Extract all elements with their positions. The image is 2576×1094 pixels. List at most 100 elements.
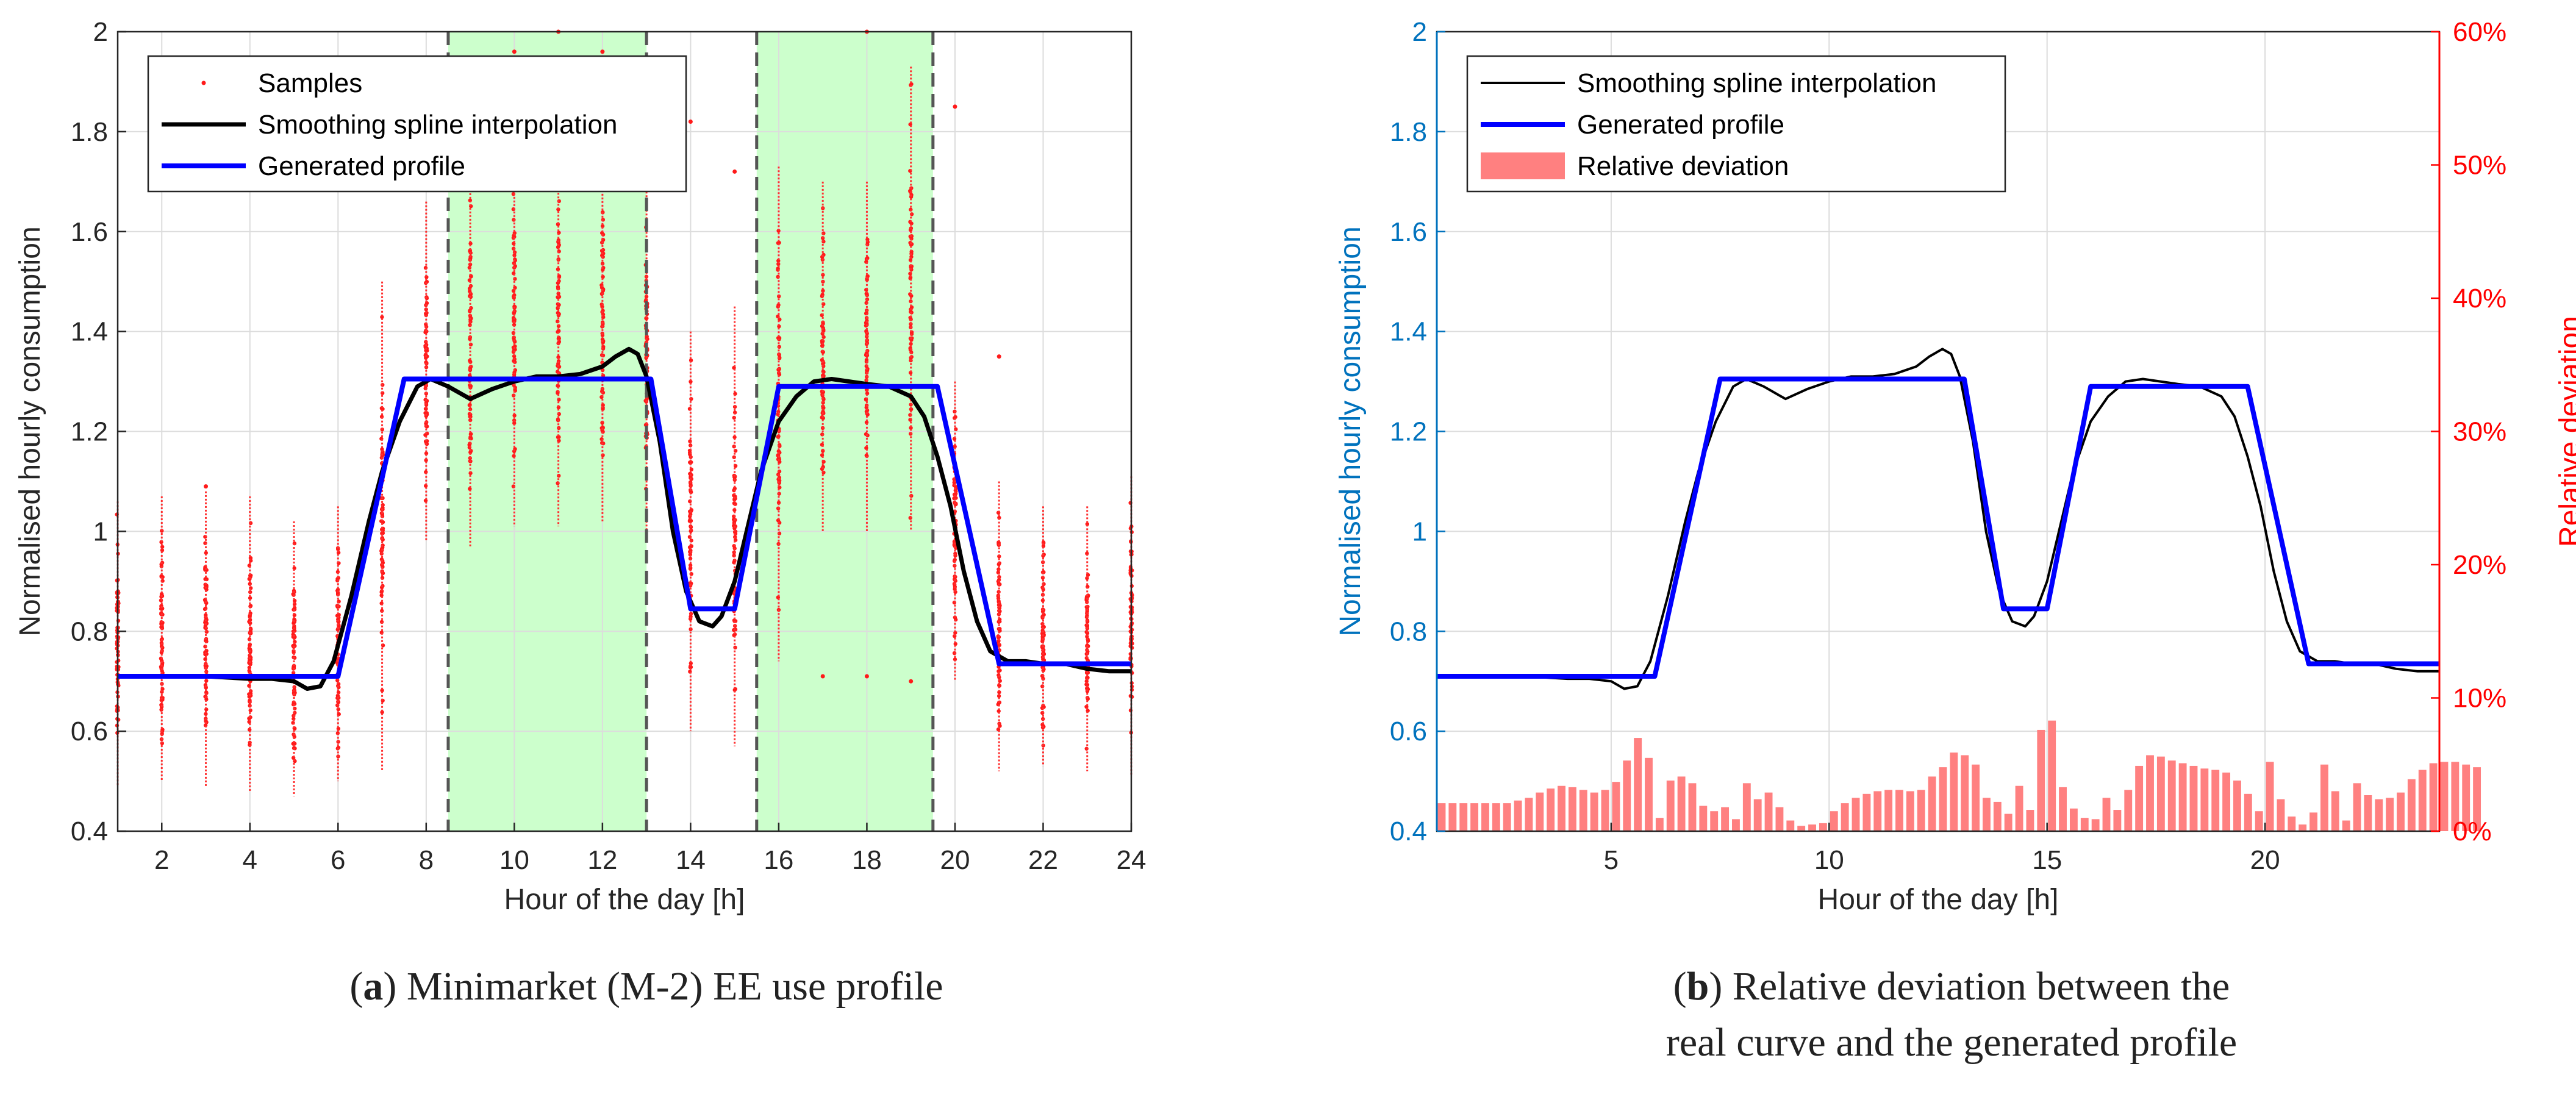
panel-a-x-tick-label-8: 18 [852, 845, 882, 875]
caption-b-line1: Relative deviation between the [1732, 964, 2230, 1009]
panel-b-y-tick-label-7: 1.8 [1390, 117, 1427, 147]
panel-b-deviation-bar [1786, 820, 1795, 831]
panel-b-deviation-bar [2026, 810, 2034, 831]
panel-b-deviation-bar [2429, 763, 2438, 831]
panel-b-deviation-bar [2375, 799, 2383, 831]
panel-b-deviation-bar [2233, 780, 2241, 831]
panel-b-deviation-bar [2386, 798, 2394, 831]
panel-a-sample-point [424, 414, 428, 418]
panel-b-deviation-bar [2331, 791, 2339, 831]
panel-b-y-tick-label-1: 0.6 [1390, 717, 1427, 746]
panel-b-deviation-bar [1928, 776, 1936, 831]
panel-b-deviation-bar [2069, 808, 2078, 831]
panel-b-deviation-bar [1983, 798, 1991, 831]
panel-a-x-tick-label-6: 14 [676, 845, 706, 875]
panel-b-deviation-bar [2189, 765, 2198, 831]
panel-b-deviation-bar [2004, 813, 2012, 831]
panel-a-sample-outlier [732, 169, 737, 174]
panel-b-deviation-bar [1503, 803, 1511, 831]
panel-a-y-tick-label-2: 0.8 [71, 617, 108, 646]
panel-a-x-tick-label-10: 22 [1028, 845, 1058, 875]
panel-a-legend: Samples Smoothing spline interpolation Gen… [147, 55, 687, 193]
panel-b-deviation-bar [1732, 819, 1740, 831]
panel-b-deviation-bar [1612, 782, 1620, 831]
panel-a-legend-label-2: Generated profile [258, 151, 465, 181]
panel-a-y-tick-label-3: 1 [93, 517, 108, 546]
panel-b-deviation-bar [1950, 753, 1958, 831]
panel-a-legend-label-0: Samples [258, 68, 362, 98]
panel-a-sample-point [644, 295, 649, 299]
caption-b-line2: real curve and the generated profile [1665, 1020, 2238, 1065]
panel-b-series-spline [1437, 348, 2439, 690]
panel-a-sample-point [468, 436, 473, 440]
panel-b-y-tick-label-6: 1.6 [1390, 217, 1427, 247]
panel-b-deviation-bar [2156, 756, 2165, 831]
panel-a-sample-point [556, 291, 560, 296]
panel-b-deviation-bar [2364, 795, 2372, 831]
panel-a-sample-point [820, 339, 825, 343]
panel-b-deviation-bar [1721, 807, 1730, 831]
panel-a-series-spline [118, 346, 1131, 691]
panel-b-deviation-bar [1514, 800, 1522, 831]
panel-a-x-axis-title: Hour of the day [h] [504, 884, 745, 916]
panel-b-legend: Smoothing spline interpolation Generated … [1466, 55, 2006, 193]
panel-b-deviation-bar [1579, 790, 1587, 831]
panel-b-legend-label-0: Smoothing spline interpolation [1577, 68, 1937, 98]
panel-b-y2-tick-label-3: 30% [2453, 417, 2506, 447]
panel-b-y2-tick-label-4: 40% [2453, 284, 2506, 313]
panel-b-x-axis-title: Hour of the day [h] [1818, 884, 2059, 916]
panel-b-deviation-bar [2288, 816, 2296, 831]
panel-b-deviation-bar [1634, 738, 1642, 831]
panel-b-y-tick-label-5: 1.4 [1390, 317, 1427, 347]
panel-a-sample-outlier [820, 674, 825, 679]
panel-a-sample-point [732, 688, 737, 692]
panel-b-deviation-bar [2320, 764, 2328, 831]
panel-b-deviation-bar [2255, 811, 2263, 831]
panel-b-y-axis-title: Normalised hourly consumption [1334, 226, 1367, 636]
panel-b-deviation-bar [1481, 803, 1489, 831]
panel-b-y2-tick-label-0: 0% [2453, 817, 2492, 846]
panel-b-deviation-bar [1819, 823, 1827, 831]
panel-a-sample-outlier [996, 354, 1001, 359]
panel-b-deviation-bar [1623, 760, 1631, 831]
panel-b-deviation-bar [1797, 826, 1806, 831]
panel-a-y-tick-label-7: 1.8 [71, 117, 108, 147]
panel-b-deviation-bar [2473, 767, 2481, 831]
panel-a-sample-outlier [864, 674, 869, 679]
panel-a-y-tick-label-1: 0.6 [71, 717, 108, 746]
panel-a-sample-point [909, 341, 913, 346]
panel-a-x-tick-label-4: 10 [499, 845, 529, 875]
caption-b: (b) Relative deviation between the real c… [1665, 964, 2238, 1065]
panel-b-deviation-bar [1536, 792, 1544, 831]
panel-a-sample-point [380, 688, 384, 693]
panel-a-y-tick-label-0: 0.4 [71, 817, 108, 846]
caption-a: (a) Minimarket (M-2) EE use profile [349, 964, 943, 1009]
panel-b-deviation-bar [1742, 783, 1751, 831]
panel-b-deviation-bar [1688, 783, 1697, 831]
panel-b-y2-axis-title: Relative deviation [2554, 316, 2576, 547]
panel-b-deviation-bar [2397, 792, 2405, 831]
panel-b-deviation-bar [2146, 755, 2154, 831]
panel-a-sample-point [336, 547, 340, 551]
panel-b-deviation-bar [1906, 791, 1914, 831]
panel-b-deviation-bar [1590, 792, 1598, 831]
caption-b-label: b [1686, 964, 1709, 1009]
panel-b-deviation-bar [1547, 788, 1555, 831]
panel-b-deviation-bar [1830, 811, 1838, 831]
panel-a-sample-point [1085, 609, 1089, 613]
panel-a-sample-outlier [909, 679, 914, 684]
panel-b-deviation-bar [2299, 824, 2307, 831]
panel-b-deviation-bar [2211, 770, 2220, 831]
panel-b-deviation-bar [2124, 790, 2133, 831]
panel-b-deviation-bar [2091, 819, 2100, 831]
panel-b-legend-label-1: Generated profile [1577, 110, 1784, 140]
panel-b-deviation-bar [1655, 818, 1664, 831]
panel-b-y2-tick-label-2: 20% [2453, 550, 2506, 580]
panel-a-sample-outlier [953, 104, 957, 109]
panel-b-deviation-bar [1764, 792, 1773, 831]
panel-b-deviation-bar [1568, 787, 1576, 831]
panel-b-deviation-bar [1852, 798, 1860, 831]
panel-b-deviation-bar [2277, 799, 2285, 831]
panel-b-y-tick-label-0: 0.4 [1390, 817, 1427, 846]
panel-a-sample-point [380, 710, 384, 715]
